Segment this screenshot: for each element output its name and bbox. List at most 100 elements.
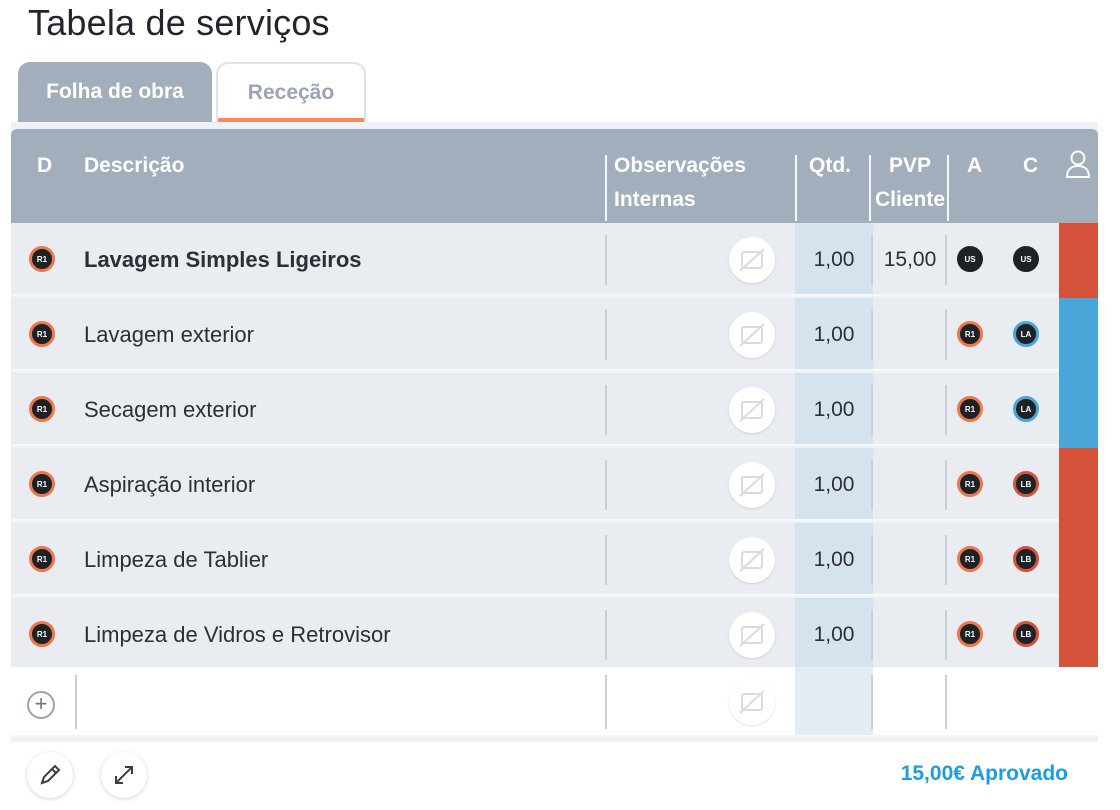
cell-divider (945, 610, 947, 660)
row-quantity[interactable]: 1,00 (813, 473, 855, 496)
assignee-a-badge[interactable]: R1 (957, 321, 983, 347)
d-badge: R1 (29, 246, 55, 272)
cell-divider (871, 535, 873, 585)
observations-button[interactable] (729, 612, 775, 658)
user-icon[interactable] (1065, 149, 1091, 185)
observations-button[interactable] (729, 462, 775, 508)
row-quantity[interactable]: 1,00 (813, 398, 855, 421)
header-c: C (1023, 154, 1039, 177)
qty-cell-bg (795, 523, 873, 594)
cell-divider (871, 310, 873, 360)
expand-icon (115, 766, 133, 784)
table-row[interactable]: R1 Aspiração interior 1,00 R1 LB (11, 448, 1098, 523)
table-row[interactable]: R1 Limpeza de Tablier 1,00 R1 LB (11, 523, 1098, 598)
table-header: D Descrição Observações Internas Qtd. PVP… (11, 129, 1098, 223)
row-pvp[interactable]: 15,00 (883, 248, 937, 271)
assignee-c-badge[interactable]: LB (1013, 471, 1039, 497)
header-divider (947, 155, 949, 221)
assignee-c-badge[interactable]: LB (1013, 546, 1039, 572)
pencil-icon (40, 764, 61, 785)
assignee-a-badge[interactable]: R1 (957, 546, 983, 572)
observations-button[interactable] (729, 679, 775, 725)
row-description: Lavagem exterior (84, 322, 254, 347)
header-a: A (967, 154, 983, 177)
table-row[interactable]: R1 Limpeza de Vidros e Retrovisor 1,00 R… (11, 598, 1098, 673)
cell-divider (605, 675, 607, 729)
cell-divider (605, 610, 607, 660)
add-service-button[interactable]: + (27, 691, 55, 719)
cell-divider (945, 385, 947, 435)
assignee-a-badge[interactable]: R1 (957, 621, 983, 647)
observations-button[interactable] (729, 312, 775, 358)
table-row[interactable]: R1 Lavagem exterior 1,00 R1 LA (11, 298, 1098, 373)
assignee-a-badge[interactable]: R1 (957, 396, 983, 422)
assignee-c-badge[interactable]: LA (1013, 396, 1039, 422)
header-d: D (37, 154, 53, 177)
cell-divider (945, 235, 947, 285)
row-description: Lavagem Simples Ligeiros (84, 247, 362, 272)
cell-divider (945, 460, 947, 510)
row-quantity[interactable]: 1,00 (813, 548, 855, 571)
observations-button[interactable] (729, 387, 775, 433)
qty-cell-bg (795, 223, 873, 294)
assignee-c-badge[interactable]: US (1013, 246, 1039, 272)
header-pvp: PVP Cliente (874, 154, 945, 211)
cell-divider (605, 535, 607, 585)
table-row[interactable]: R1 Lavagem Simples Ligeiros 1,00 15,00 U… (11, 223, 1098, 298)
assignee-c-badge[interactable]: LB (1013, 621, 1039, 647)
no-notes-icon (739, 690, 765, 714)
status-indicator (1059, 373, 1098, 448)
no-notes-icon (739, 473, 765, 497)
edit-button[interactable] (27, 752, 73, 798)
status-indicator (1059, 448, 1098, 523)
assignee-c-badge[interactable]: LA (1013, 321, 1039, 347)
tab-folha-de-obra[interactable]: Folha de obra (18, 62, 212, 122)
cell-divider (605, 235, 607, 285)
header-divider (605, 155, 607, 221)
cell-divider (75, 675, 77, 729)
assignee-a-badge[interactable]: US (957, 246, 983, 272)
cell-divider (871, 675, 873, 729)
header-divider (795, 155, 797, 221)
plus-icon: + (34, 691, 48, 716)
header-divider (869, 155, 871, 221)
cell-divider (945, 675, 947, 729)
cell-divider (871, 460, 873, 510)
header-qtd: Qtd. (809, 154, 851, 177)
d-badge: R1 (29, 546, 55, 572)
status-indicator (1059, 523, 1098, 598)
observations-button[interactable] (729, 537, 775, 583)
status-indicator (1059, 223, 1098, 298)
qty-cell-bg (795, 298, 873, 369)
page-title: Tabela de serviços (28, 2, 330, 43)
no-notes-icon (739, 548, 765, 572)
qty-cell-empty (795, 667, 873, 735)
header-descricao: Descrição (84, 154, 185, 177)
assignee-a-badge[interactable]: R1 (957, 471, 983, 497)
cell-divider (871, 235, 873, 285)
cell-divider (871, 385, 873, 435)
d-badge: R1 (29, 471, 55, 497)
d-badge: R1 (29, 396, 55, 422)
qty-cell-bg (795, 373, 873, 444)
qty-cell-bg (795, 598, 873, 669)
row-quantity[interactable]: 1,00 (813, 323, 855, 346)
row-description: Limpeza de Tablier (84, 547, 269, 572)
no-notes-icon (739, 323, 765, 347)
expand-button[interactable] (101, 752, 147, 798)
status-indicator (1059, 598, 1098, 673)
row-quantity[interactable]: 1,00 (813, 623, 855, 646)
observations-button[interactable] (729, 237, 775, 283)
row-quantity[interactable]: 1,00 (813, 248, 855, 271)
cell-divider (605, 310, 607, 360)
cell-divider (871, 610, 873, 660)
qty-cell-bg (795, 448, 873, 519)
cell-divider (945, 310, 947, 360)
cell-divider (945, 535, 947, 585)
header-observacoes: Observações Internas (614, 154, 746, 211)
services-table: D Descrição Observações Internas Qtd. PVP… (11, 122, 1098, 742)
no-notes-icon (739, 623, 765, 647)
table-row[interactable]: R1 Secagem exterior 1,00 R1 LA (11, 373, 1098, 448)
cell-divider (605, 460, 607, 510)
tab-rececao[interactable]: Receção (216, 62, 366, 122)
